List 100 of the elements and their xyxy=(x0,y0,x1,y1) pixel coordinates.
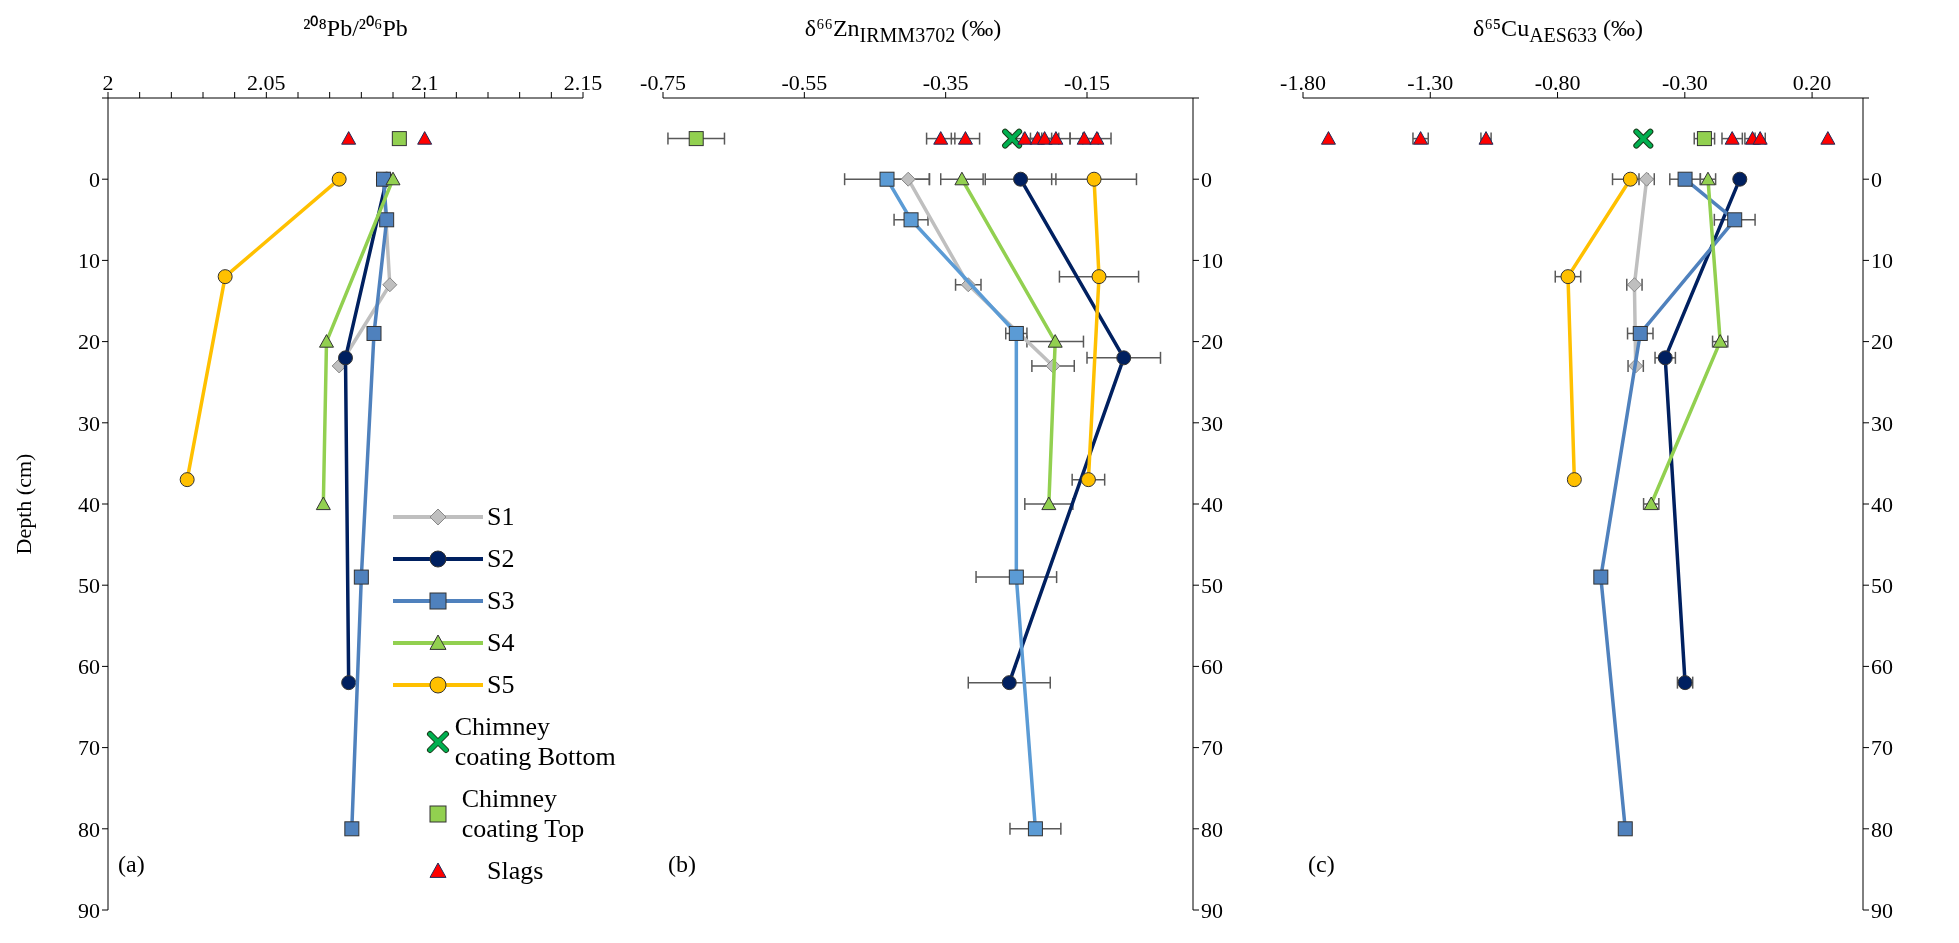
point xyxy=(382,277,398,293)
point xyxy=(1017,131,1033,145)
y-tick-label: 30 xyxy=(78,410,100,436)
y-tick-label: 50 xyxy=(78,573,100,599)
y-tick-label: 0 xyxy=(89,167,100,193)
point xyxy=(1076,131,1092,145)
point xyxy=(1089,131,1105,145)
point xyxy=(353,569,369,585)
point xyxy=(315,496,331,511)
y2-tick-label: 50 xyxy=(1871,573,1893,599)
y2-tick-label: 20 xyxy=(1201,329,1223,355)
point xyxy=(1820,131,1836,145)
point xyxy=(1086,171,1102,187)
point xyxy=(1013,171,1029,187)
x-tick-label: -0.55 xyxy=(781,70,828,95)
point xyxy=(1566,472,1582,488)
y2-tick-label: 0 xyxy=(1201,167,1212,193)
y2-tick-label: 30 xyxy=(1871,410,1893,436)
point xyxy=(879,171,895,187)
legend-label: Chimney coating Top xyxy=(461,784,586,844)
x-tick-label: -0.80 xyxy=(1534,70,1581,95)
x-tick-label: 2.1 xyxy=(410,70,439,95)
point xyxy=(338,350,353,366)
point xyxy=(1037,131,1053,145)
x-axis-title: ²⁰⁸Pb/²⁰⁶Pb xyxy=(302,14,409,43)
point xyxy=(1091,269,1107,285)
point xyxy=(1560,269,1576,285)
y-tick-label: 70 xyxy=(78,735,100,761)
y2-tick-label: 10 xyxy=(1871,248,1893,274)
y2-tick-label: 40 xyxy=(1871,491,1893,517)
point xyxy=(903,212,919,228)
x-axis-title: δ⁶⁵Cu$_{AES633}$ (‰) xyxy=(1472,14,1644,48)
point xyxy=(1696,131,1712,147)
x-tick-label: -0.30 xyxy=(1661,70,1708,95)
y2-tick-label: 50 xyxy=(1201,573,1223,599)
y-axis-title: Depth (cm) xyxy=(10,453,36,555)
point xyxy=(417,131,433,145)
point xyxy=(341,131,357,145)
point xyxy=(688,131,704,147)
legend-label: S5 xyxy=(487,670,515,701)
point xyxy=(1622,171,1638,187)
legend-label: S3 xyxy=(487,586,515,617)
point xyxy=(1320,131,1336,145)
y-tick-label: 60 xyxy=(78,654,100,680)
x-tick-label: -0.35 xyxy=(922,70,969,95)
y2-tick-label: 90 xyxy=(1201,897,1223,923)
x-tick-label: 0.20 xyxy=(1792,70,1832,95)
y2-tick-label: 70 xyxy=(1871,735,1893,761)
x-tick-label: -0.75 xyxy=(640,70,686,95)
point xyxy=(1047,334,1063,348)
y2-tick-label: 90 xyxy=(1871,897,1893,923)
legend-label: S2 xyxy=(487,544,515,575)
x-tick-label: -1.80 xyxy=(1280,70,1326,95)
point xyxy=(341,675,357,691)
point xyxy=(933,131,949,145)
point xyxy=(179,472,195,488)
point xyxy=(1677,171,1693,187)
x-tick-label: 2.15 xyxy=(563,70,603,95)
point xyxy=(1727,212,1743,228)
point xyxy=(344,821,360,837)
x-tick-label: -1.30 xyxy=(1407,70,1454,95)
point xyxy=(1080,472,1096,488)
point xyxy=(1008,325,1024,341)
y-tick-label: 90 xyxy=(78,897,100,923)
y-tick-label: 10 xyxy=(78,248,100,274)
point xyxy=(1048,131,1064,145)
x-tick-label: 2.05 xyxy=(247,70,286,95)
point xyxy=(1008,569,1024,585)
point xyxy=(1617,821,1633,837)
legend-label: Slags xyxy=(487,856,544,886)
point xyxy=(331,171,347,187)
point xyxy=(1632,325,1648,341)
point xyxy=(379,212,395,228)
annotation: (c) xyxy=(1308,851,1335,878)
y-tick-label: 20 xyxy=(78,329,100,355)
y2-tick-label: 60 xyxy=(1871,654,1893,680)
point xyxy=(1001,675,1017,691)
annotation: (b) xyxy=(668,851,696,878)
annotation: (a) xyxy=(118,851,145,878)
y2-tick-label: 80 xyxy=(1871,816,1893,842)
point xyxy=(366,325,382,341)
point xyxy=(1116,350,1132,366)
legend-label: Chimney coating Bottom xyxy=(454,712,617,773)
x-tick-label: 2 xyxy=(102,70,114,95)
y2-tick-label: 20 xyxy=(1871,329,1893,355)
point xyxy=(900,171,916,187)
point xyxy=(319,334,334,348)
legend-label: S1 xyxy=(487,502,515,533)
point xyxy=(954,171,970,186)
y2-tick-label: 60 xyxy=(1201,654,1223,680)
point xyxy=(1593,569,1609,585)
x-tick-label: -0.15 xyxy=(1064,70,1110,95)
point xyxy=(1657,350,1673,366)
point xyxy=(217,269,233,285)
y2-tick-label: 40 xyxy=(1201,491,1223,517)
y2-tick-label: 30 xyxy=(1201,410,1223,436)
y-tick-label: 40 xyxy=(78,491,100,517)
point xyxy=(1041,496,1057,511)
point xyxy=(391,131,407,147)
y2-tick-label: 0 xyxy=(1871,167,1882,193)
